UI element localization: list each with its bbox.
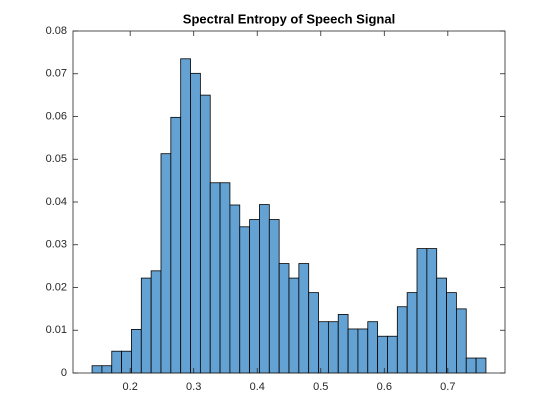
bar: [209, 182, 221, 374]
bar: [308, 292, 319, 374]
bar: [170, 116, 182, 374]
bar: [268, 219, 280, 374]
bar: [111, 350, 122, 374]
x-tick-label: 0.6: [377, 381, 392, 393]
x-tick-label: 0.3: [186, 381, 201, 393]
bar: [327, 321, 339, 374]
y-tick-label: 0.01: [46, 324, 67, 336]
bar: [357, 328, 369, 374]
bar: [288, 277, 300, 374]
y-tick-label: 0.06: [46, 110, 67, 122]
bar: [387, 335, 398, 374]
y-tick-label: 0.04: [46, 196, 67, 208]
bar: [229, 204, 241, 374]
bar: [446, 292, 457, 374]
x-tick-label: 0.2: [123, 381, 138, 393]
bar: [190, 72, 201, 374]
y-tick-label: 0: [61, 367, 67, 379]
bar: [278, 263, 290, 374]
bar: [249, 219, 260, 374]
y-tick-label: 0.05: [46, 153, 67, 165]
bar: [367, 321, 379, 374]
bar: [406, 292, 418, 374]
bar: [347, 328, 359, 374]
bar: [337, 314, 349, 374]
bar: [318, 321, 329, 374]
bar: [140, 277, 152, 374]
bar: [131, 328, 142, 374]
bar: [160, 153, 172, 374]
bar: [416, 248, 428, 374]
bar: [91, 365, 103, 374]
bar: [455, 308, 467, 374]
bar: [150, 270, 162, 374]
x-tick-label: 0.5: [313, 381, 328, 393]
bar: [180, 58, 191, 374]
bar: [239, 226, 251, 374]
chart-title: Spectral Entropy of Speech Signal: [183, 11, 395, 26]
y-tick-label: 0.07: [46, 68, 67, 80]
bar: [377, 335, 388, 374]
y-tick-label: 0.02: [46, 281, 67, 293]
bar: [396, 306, 408, 374]
bar: [465, 357, 477, 374]
bar: [426, 248, 438, 374]
y-tick-label: 0.08: [46, 25, 67, 37]
bar: [298, 263, 310, 374]
bar: [259, 204, 270, 374]
bar: [475, 357, 487, 374]
bar: [219, 182, 231, 374]
bar: [199, 94, 211, 374]
x-tick-label: 0.4: [250, 381, 265, 393]
y-tick-label: 0.03: [46, 239, 67, 251]
x-tick-label: 0.7: [440, 381, 455, 393]
bar: [436, 277, 447, 374]
bar: [101, 365, 113, 374]
